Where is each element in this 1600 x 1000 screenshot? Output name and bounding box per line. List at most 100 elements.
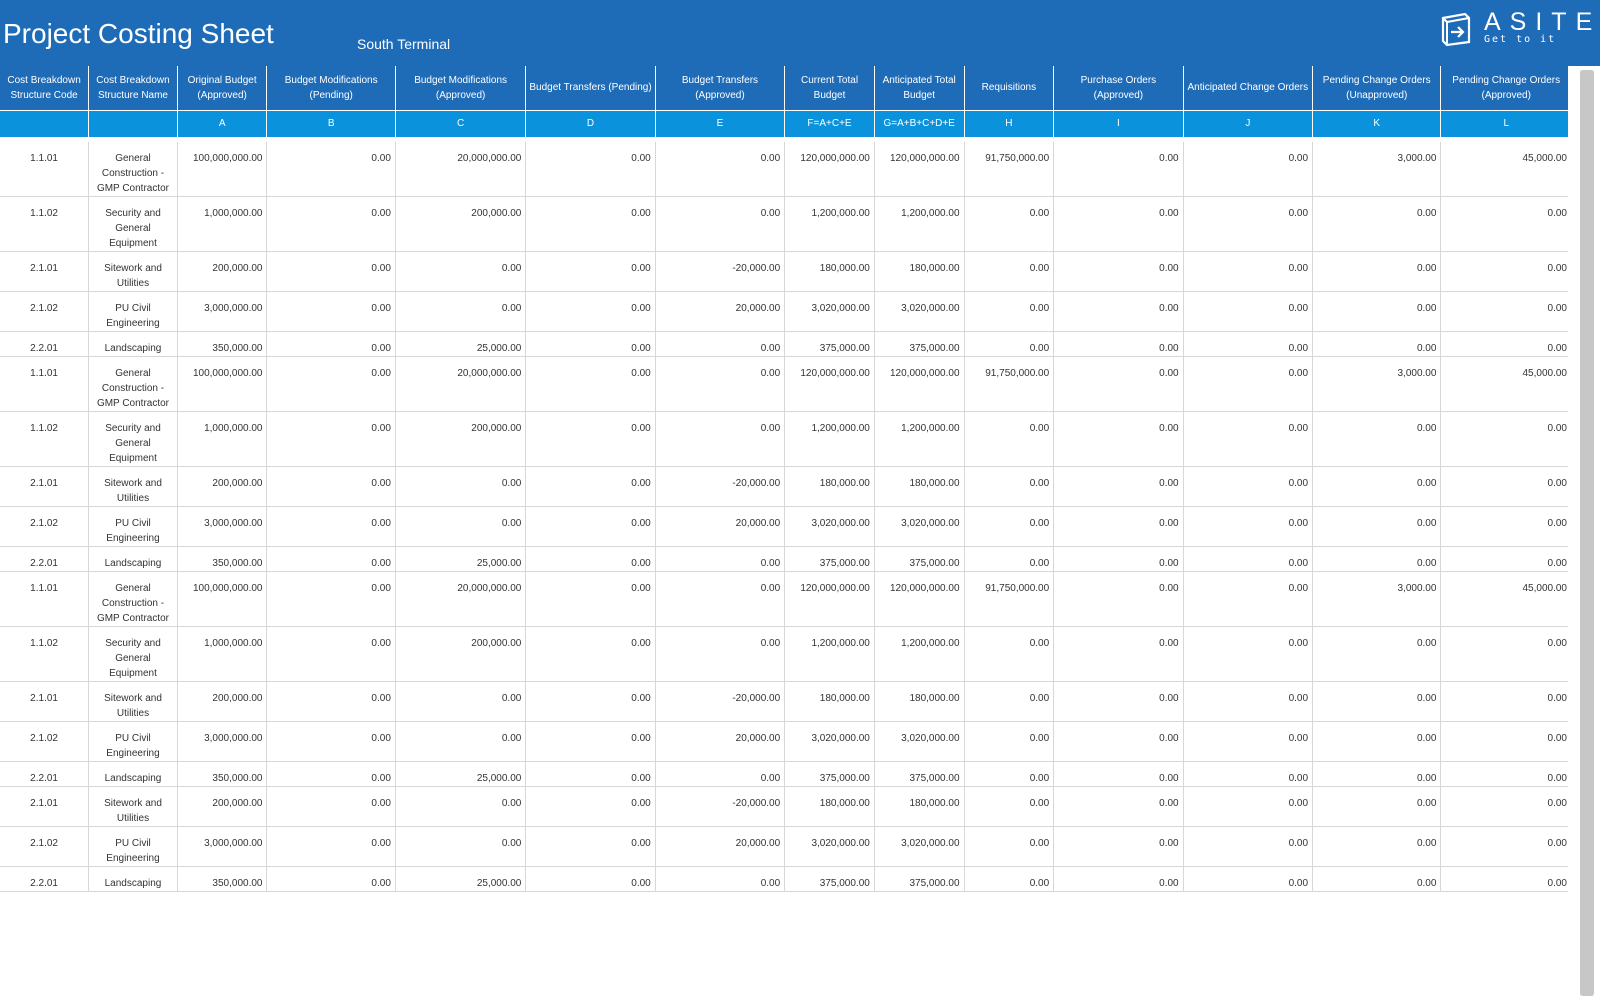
cbs-code-cell[interactable]: 1.1.01 — [0, 142, 90, 197]
amount-cell[interactable]: 0.00 — [1183, 761, 1314, 787]
amount-cell[interactable]: 0.00 — [964, 506, 1055, 547]
cbs-name-cell[interactable]: Sitework and Utilities — [88, 466, 178, 507]
table-row[interactable]: 2.1.01 Sitework and Utilities 200,000.00 0.… — [0, 786, 1568, 827]
amount-cell[interactable]: 91,750,000.00 — [964, 142, 1055, 197]
amount-cell[interactable]: 0.00 — [1312, 331, 1442, 357]
amount-cell[interactable]: 0.00 — [525, 411, 656, 467]
cbs-name-cell[interactable]: Sitework and Utilities — [88, 251, 178, 292]
column-header[interactable]: Budget Transfers (Pending) — [525, 66, 656, 111]
amount-cell[interactable]: 0.00 — [395, 506, 527, 547]
cbs-code-cell[interactable]: 2.1.01 — [0, 786, 90, 827]
amount-cell[interactable]: 0.00 — [1053, 721, 1184, 762]
amount-cell[interactable]: 0.00 — [1440, 411, 1568, 467]
amount-cell[interactable]: 120,000,000.00 — [784, 571, 875, 627]
vertical-scrollbar[interactable] — [1568, 66, 1600, 1000]
amount-cell[interactable]: 25,000.00 — [395, 331, 527, 357]
amount-cell[interactable]: 0.00 — [525, 786, 656, 827]
amount-cell[interactable]: 0.00 — [1183, 196, 1314, 252]
amount-cell[interactable]: 0.00 — [266, 291, 396, 332]
amount-cell[interactable]: 0.00 — [1053, 786, 1184, 827]
amount-cell[interactable]: 0.00 — [655, 411, 786, 467]
amount-cell[interactable]: 0.00 — [266, 721, 396, 762]
amount-cell[interactable]: 20,000,000.00 — [395, 571, 527, 627]
amount-cell[interactable]: 0.00 — [1183, 681, 1314, 722]
amount-cell[interactable]: 0.00 — [1440, 626, 1568, 682]
amount-cell[interactable]: 180,000.00 — [784, 466, 875, 507]
amount-cell[interactable]: 20,000.00 — [655, 291, 786, 332]
amount-cell[interactable]: 3,000,000.00 — [177, 291, 268, 332]
amount-cell[interactable]: 0.00 — [655, 196, 786, 252]
amount-cell[interactable]: 120,000,000.00 — [874, 356, 965, 412]
amount-cell[interactable]: 0.00 — [1440, 466, 1568, 507]
table-row[interactable]: 2.1.01 Sitework and Utilities 200,000.00 0.… — [0, 251, 1568, 292]
amount-cell[interactable]: 0.00 — [1312, 721, 1442, 762]
amount-cell[interactable]: 0.00 — [1053, 291, 1184, 332]
amount-cell[interactable]: 3,000.00 — [1312, 356, 1442, 412]
amount-cell[interactable]: 3,020,000.00 — [784, 826, 875, 867]
amount-cell[interactable]: 375,000.00 — [784, 761, 875, 787]
amount-cell[interactable]: 0.00 — [655, 331, 786, 357]
amount-cell[interactable]: 20,000.00 — [655, 826, 786, 867]
amount-cell[interactable]: 0.00 — [1053, 466, 1184, 507]
amount-cell[interactable]: 3,000,000.00 — [177, 826, 268, 867]
cbs-name-cell[interactable]: PU Civil Engineering — [88, 826, 178, 867]
amount-cell[interactable]: 0.00 — [1440, 721, 1568, 762]
amount-cell[interactable]: 200,000.00 — [177, 681, 268, 722]
amount-cell[interactable]: 350,000.00 — [177, 331, 268, 357]
amount-cell[interactable]: 0.00 — [525, 331, 656, 357]
cbs-name-cell[interactable]: Sitework and Utilities — [88, 786, 178, 827]
cbs-code-cell[interactable]: 1.1.01 — [0, 356, 90, 412]
amount-cell[interactable]: 3,000,000.00 — [177, 506, 268, 547]
amount-cell[interactable]: 0.00 — [266, 786, 396, 827]
amount-cell[interactable]: 20,000,000.00 — [395, 142, 527, 197]
amount-cell[interactable]: 0.00 — [525, 866, 656, 892]
table-row[interactable]: 1.1.02 Security and General Equipment 1,00… — [0, 196, 1568, 252]
amount-cell[interactable]: 0.00 — [395, 721, 527, 762]
amount-cell[interactable]: 0.00 — [1183, 721, 1314, 762]
column-header[interactable]: Original Budget (Approved) — [177, 66, 268, 111]
amount-cell[interactable]: 0.00 — [964, 826, 1055, 867]
amount-cell[interactable]: 180,000.00 — [874, 681, 965, 722]
amount-cell[interactable]: 0.00 — [1053, 546, 1184, 572]
amount-cell[interactable]: 0.00 — [266, 761, 396, 787]
amount-cell[interactable]: 0.00 — [1053, 356, 1184, 412]
amount-cell[interactable]: 3,020,000.00 — [784, 291, 875, 332]
amount-cell[interactable]: 0.00 — [964, 546, 1055, 572]
amount-cell[interactable]: 0.00 — [1440, 786, 1568, 827]
column-header[interactable]: Anticipated Total Budget — [874, 66, 965, 111]
amount-cell[interactable]: 0.00 — [266, 466, 396, 507]
amount-cell[interactable]: 0.00 — [525, 626, 656, 682]
amount-cell[interactable]: 1,000,000.00 — [177, 411, 268, 467]
amount-cell[interactable]: 0.00 — [964, 466, 1055, 507]
amount-cell[interactable]: 0.00 — [395, 251, 527, 292]
amount-cell[interactable]: 0.00 — [964, 786, 1055, 827]
table-row[interactable]: 2.1.01 Sitework and Utilities 200,000.00 0.… — [0, 681, 1568, 722]
amount-cell[interactable]: 0.00 — [1312, 761, 1442, 787]
amount-cell[interactable]: 0.00 — [525, 291, 656, 332]
amount-cell[interactable]: 0.00 — [1312, 786, 1442, 827]
table-row[interactable]: 2.2.01 Landscaping 350,000.00 0.00 25,000.00… — [0, 331, 1568, 357]
amount-cell[interactable]: 0.00 — [1053, 331, 1184, 357]
table-row[interactable]: 2.2.01 Landscaping 350,000.00 0.00 25,000.00… — [0, 761, 1568, 787]
amount-cell[interactable]: 0.00 — [266, 626, 396, 682]
amount-cell[interactable]: 0.00 — [525, 761, 656, 787]
amount-cell[interactable]: 0.00 — [1183, 142, 1314, 197]
amount-cell[interactable]: 0.00 — [525, 681, 656, 722]
table-row[interactable]: 2.1.02 PU Civil Engineering 3,000,000.00 0.… — [0, 826, 1568, 867]
amount-cell[interactable]: 0.00 — [525, 251, 656, 292]
cbs-code-cell[interactable]: 1.1.01 — [0, 571, 90, 627]
amount-cell[interactable]: 0.00 — [1183, 466, 1314, 507]
amount-cell[interactable]: 200,000.00 — [395, 196, 527, 252]
cbs-code-cell[interactable]: 2.1.01 — [0, 681, 90, 722]
amount-cell[interactable]: 0.00 — [266, 681, 396, 722]
amount-cell[interactable]: 375,000.00 — [784, 331, 875, 357]
amount-cell[interactable]: 0.00 — [964, 721, 1055, 762]
amount-cell[interactable]: 200,000.00 — [395, 626, 527, 682]
amount-cell[interactable]: 180,000.00 — [784, 786, 875, 827]
amount-cell[interactable]: 0.00 — [1053, 571, 1184, 627]
amount-cell[interactable]: 0.00 — [1440, 546, 1568, 572]
amount-cell[interactable]: 0.00 — [655, 866, 786, 892]
amount-cell[interactable]: 0.00 — [395, 466, 527, 507]
column-header[interactable]: Cost Breakdown Structure Name — [88, 66, 178, 111]
amount-cell[interactable]: 0.00 — [525, 356, 656, 412]
